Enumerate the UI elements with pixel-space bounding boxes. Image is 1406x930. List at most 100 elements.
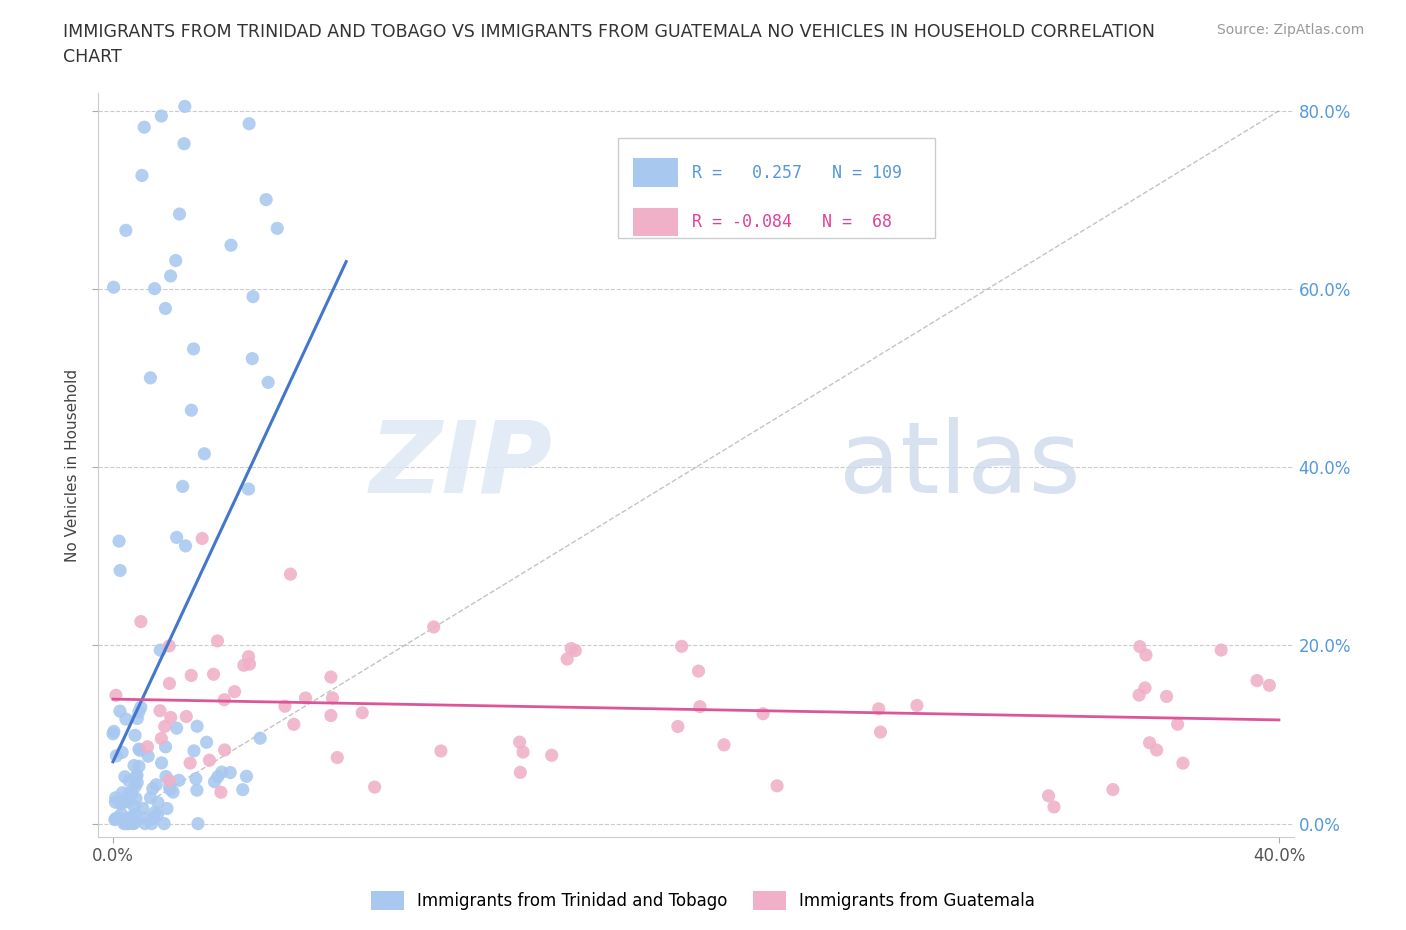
Point bbox=[162, 785, 184, 800]
Point bbox=[422, 619, 444, 634]
FancyBboxPatch shape bbox=[619, 138, 935, 238]
Point bbox=[159, 778, 181, 793]
Point bbox=[131, 168, 153, 183]
Point bbox=[104, 811, 127, 826]
Point bbox=[121, 785, 143, 800]
Point bbox=[214, 742, 236, 757]
Point bbox=[150, 109, 173, 124]
Point bbox=[224, 684, 246, 699]
Point bbox=[155, 301, 177, 316]
Point bbox=[112, 794, 135, 809]
Point bbox=[280, 566, 302, 581]
Point bbox=[136, 739, 159, 754]
Point bbox=[238, 482, 260, 497]
Point bbox=[125, 790, 148, 805]
Point bbox=[238, 649, 260, 664]
Point bbox=[122, 758, 145, 773]
Y-axis label: No Vehicles in Household: No Vehicles in Household bbox=[65, 368, 80, 562]
Text: R = -0.084   N =  68: R = -0.084 N = 68 bbox=[692, 213, 893, 231]
Point bbox=[134, 817, 156, 831]
Point bbox=[1171, 756, 1194, 771]
Point bbox=[1043, 800, 1066, 815]
Point bbox=[555, 652, 578, 667]
Point bbox=[125, 768, 148, 783]
Point bbox=[211, 764, 233, 779]
Point bbox=[134, 810, 156, 825]
Point bbox=[183, 341, 205, 356]
Point bbox=[235, 769, 257, 784]
Point bbox=[153, 817, 176, 831]
Point bbox=[232, 658, 254, 672]
Point bbox=[352, 705, 374, 720]
Point bbox=[127, 775, 149, 790]
Point bbox=[165, 253, 187, 268]
Point bbox=[167, 773, 190, 788]
Point bbox=[564, 644, 586, 658]
Point bbox=[108, 563, 131, 578]
Point bbox=[108, 534, 131, 549]
Point bbox=[150, 731, 173, 746]
Point bbox=[257, 375, 280, 390]
Point bbox=[1139, 736, 1161, 751]
Point bbox=[560, 641, 582, 656]
Point bbox=[319, 708, 342, 723]
Point bbox=[240, 352, 263, 366]
Point bbox=[121, 786, 143, 801]
Point bbox=[172, 479, 194, 494]
Point bbox=[134, 120, 156, 135]
Point bbox=[125, 806, 148, 821]
Point bbox=[173, 99, 195, 113]
Point bbox=[249, 731, 271, 746]
Point bbox=[321, 691, 343, 706]
Point bbox=[129, 699, 152, 714]
Point bbox=[142, 781, 165, 796]
Point bbox=[191, 531, 214, 546]
Point bbox=[103, 724, 125, 738]
Point bbox=[115, 711, 138, 726]
Point bbox=[186, 783, 208, 798]
Point bbox=[173, 137, 195, 152]
Point bbox=[128, 759, 150, 774]
Point bbox=[146, 795, 169, 810]
Point bbox=[159, 269, 181, 284]
Point bbox=[111, 785, 134, 800]
Point bbox=[1128, 687, 1150, 702]
Point bbox=[1167, 717, 1189, 732]
Point bbox=[157, 639, 180, 654]
Point bbox=[139, 790, 162, 805]
Point bbox=[118, 786, 141, 801]
Point bbox=[166, 530, 188, 545]
Point bbox=[104, 790, 127, 805]
Bar bbox=[633, 158, 678, 187]
Point bbox=[363, 779, 385, 794]
Point bbox=[283, 717, 305, 732]
Point bbox=[117, 794, 139, 809]
Point bbox=[112, 817, 135, 831]
Point bbox=[153, 719, 176, 734]
Bar bbox=[633, 207, 678, 236]
Point bbox=[183, 743, 205, 758]
Point bbox=[512, 745, 534, 760]
Point bbox=[689, 699, 711, 714]
Point bbox=[128, 704, 150, 719]
Point bbox=[157, 773, 180, 788]
Point bbox=[136, 749, 159, 764]
Point bbox=[124, 728, 146, 743]
Point bbox=[104, 795, 127, 810]
Point bbox=[688, 664, 710, 679]
Point bbox=[1146, 742, 1168, 757]
Point bbox=[149, 643, 172, 658]
Point bbox=[905, 698, 928, 713]
Point bbox=[121, 810, 143, 825]
Point bbox=[1135, 647, 1157, 662]
Point bbox=[713, 737, 735, 752]
Point bbox=[254, 193, 277, 207]
Point bbox=[1211, 643, 1233, 658]
Point bbox=[104, 812, 127, 827]
Point bbox=[118, 810, 141, 825]
Point bbox=[159, 676, 181, 691]
Point bbox=[209, 785, 232, 800]
Point bbox=[1258, 678, 1281, 693]
Point bbox=[180, 403, 202, 418]
Point bbox=[128, 741, 150, 756]
